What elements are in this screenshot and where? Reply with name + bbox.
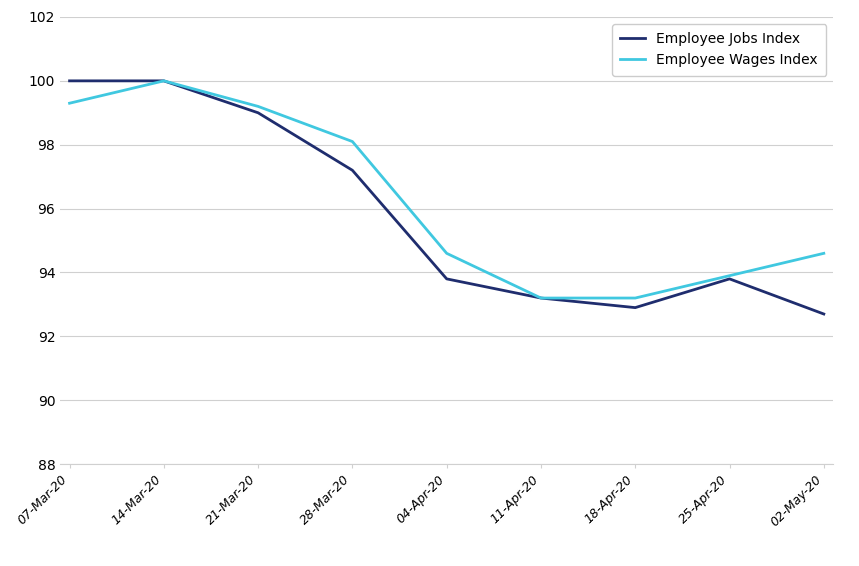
Legend: Employee Jobs Index, Employee Wages Index: Employee Jobs Index, Employee Wages Inde…: [612, 24, 826, 75]
Employee Wages Index: [64, 100, 75, 106]
Line: Employee Jobs Index: Employee Jobs Index: [70, 81, 824, 314]
Employee Wages Index: [159, 78, 169, 84]
Employee Jobs Index: [724, 276, 734, 282]
Employee Jobs Index: [442, 276, 452, 282]
Line: Employee Wages Index: Employee Wages Index: [70, 81, 824, 298]
Employee Jobs Index: [536, 295, 546, 302]
Employee Jobs Index: [819, 311, 829, 318]
Employee Jobs Index: [347, 167, 357, 174]
Employee Wages Index: [724, 272, 734, 279]
Employee Wages Index: [347, 138, 357, 145]
Employee Wages Index: [536, 295, 546, 302]
Employee Jobs Index: [159, 78, 169, 84]
Employee Jobs Index: [253, 109, 263, 116]
Employee Wages Index: [442, 250, 452, 257]
Employee Wages Index: [819, 250, 829, 257]
Employee Wages Index: [253, 103, 263, 110]
Employee Jobs Index: [631, 304, 641, 311]
Employee Wages Index: [631, 295, 641, 302]
Employee Jobs Index: [64, 78, 75, 84]
